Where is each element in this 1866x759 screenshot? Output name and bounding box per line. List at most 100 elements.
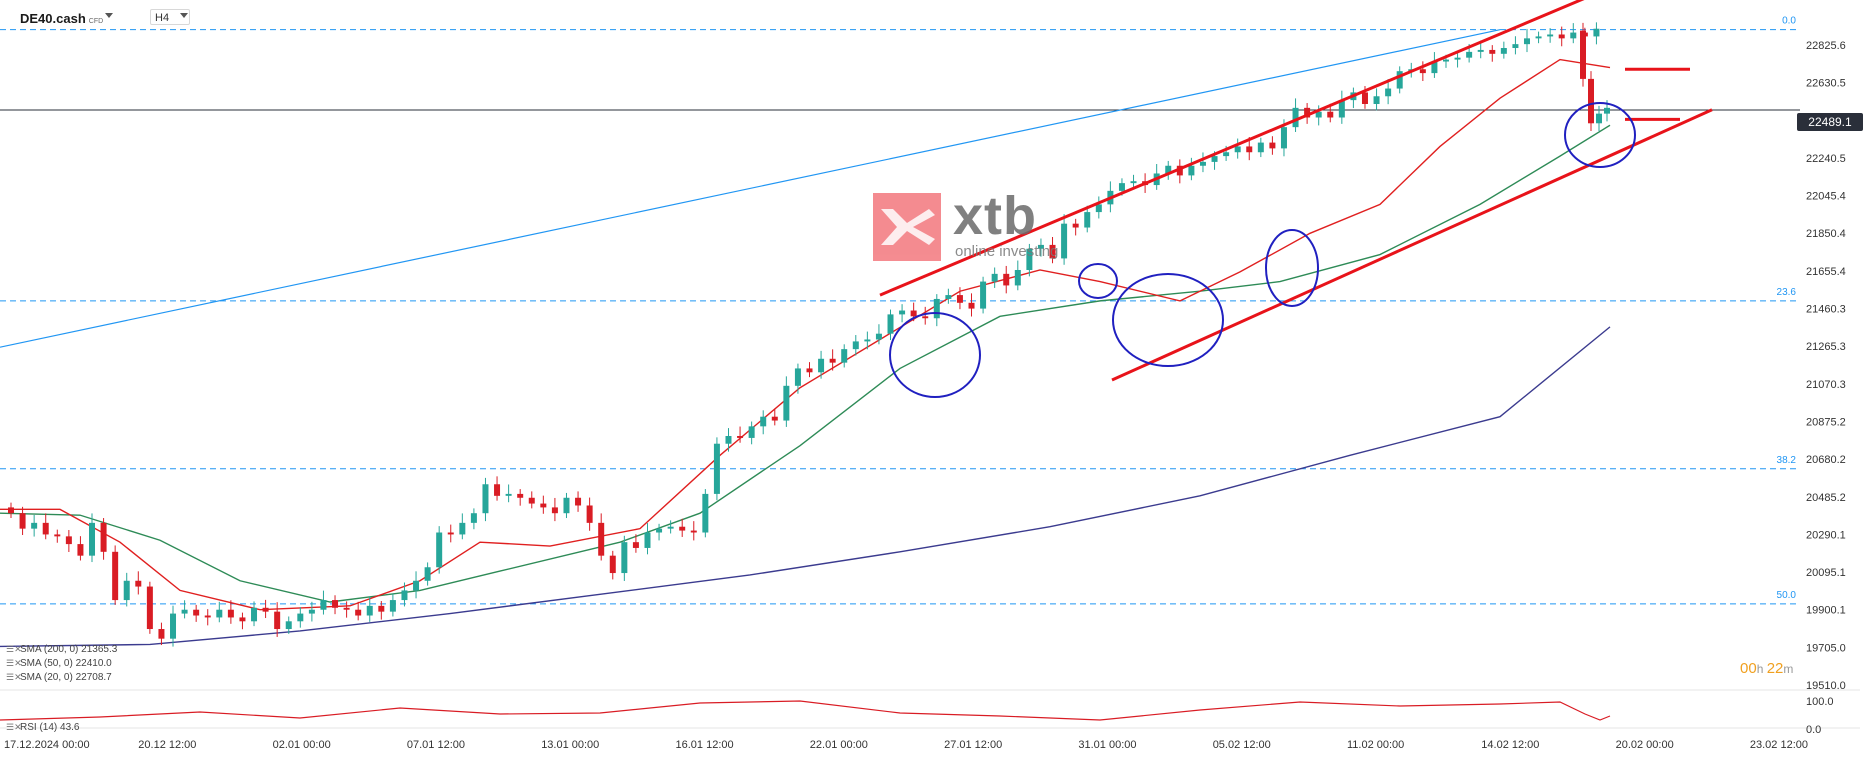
candle-body	[89, 522, 96, 556]
annotation-ellipse	[1078, 263, 1118, 299]
candle-body	[1442, 59, 1449, 62]
symbol-selector[interactable]: DE40.cash CFD	[20, 11, 103, 26]
candle-body	[922, 316, 929, 319]
y-tick-label: 20875.2	[1806, 416, 1846, 428]
candle-body	[1095, 204, 1102, 213]
candle-body	[389, 600, 396, 612]
chevron-down-icon[interactable]	[180, 13, 188, 18]
candle-body	[841, 349, 848, 363]
candle-body	[239, 617, 246, 622]
chart-toolbar: DE40.cash CFD H4	[0, 0, 400, 34]
candle-body	[1454, 57, 1461, 60]
candle-body	[1211, 156, 1218, 162]
legend-settings-icon[interactable]: ☰✕	[6, 658, 22, 668]
x-tick-label: 20.02 00:00	[1616, 739, 1674, 751]
candle-body	[829, 358, 836, 363]
candle-body	[424, 567, 431, 581]
chevron-down-icon[interactable]	[105, 13, 113, 18]
candle-body	[1431, 61, 1438, 74]
candle-body	[667, 526, 674, 529]
candle-body	[343, 607, 350, 610]
timeframe-select[interactable]: H4	[150, 9, 190, 25]
legend-settings-icon[interactable]: ☰✕	[6, 722, 22, 732]
legend-sma-20-label: SMA (20, 0) 22708.7	[20, 672, 112, 683]
candle-body	[332, 600, 339, 608]
candle-body	[875, 333, 882, 340]
symbol-label: DE40.cash	[20, 11, 86, 26]
annotation-ellipse	[889, 312, 981, 398]
rsi-tick-label: 0.0	[1806, 724, 1821, 736]
candle-body	[1570, 32, 1577, 39]
candle-body	[1580, 30, 1586, 79]
timeframe-label: H4	[155, 12, 170, 24]
candle-body	[1512, 44, 1519, 49]
candle-body	[204, 615, 211, 618]
candle-body	[1165, 165, 1172, 174]
x-tick-label: 14.02 12:00	[1481, 739, 1539, 751]
candle-body	[713, 443, 720, 494]
candle-body	[1466, 51, 1473, 58]
candle-body	[725, 435, 732, 444]
candle-body	[771, 416, 778, 421]
candle-body	[19, 513, 26, 529]
candle-body	[308, 609, 315, 614]
candle-body	[586, 505, 593, 523]
candle-body	[1535, 36, 1542, 39]
logo-tagline: online investing	[955, 243, 1059, 260]
candle-body	[158, 629, 165, 639]
candle-body	[1523, 38, 1530, 45]
candle-body	[1558, 34, 1565, 39]
y-tick-label: 22630.5	[1806, 78, 1846, 90]
candle-body	[517, 493, 524, 498]
candle-body	[1315, 111, 1322, 118]
candle-body	[1072, 223, 1079, 228]
legend-sma-50-label: SMA (50, 0) 22410.0	[20, 658, 112, 669]
legend-sma-50[interactable]: ☰✕SMA (50, 0) 22410.0	[6, 658, 112, 669]
candle-body	[1477, 49, 1484, 52]
y-tick-label: 21460.3	[1806, 304, 1846, 316]
legend-rsi[interactable]: ☰✕RSI (14) 43.6	[6, 722, 79, 733]
candle-body	[1588, 78, 1594, 124]
candle-body	[656, 528, 663, 533]
candle-body	[1118, 183, 1125, 191]
candle-body	[436, 532, 443, 568]
candle-body	[320, 600, 327, 610]
candle-body	[980, 281, 987, 309]
candle-body	[1049, 244, 1056, 259]
legend-sma-200[interactable]: ☰✕SMA (200, 0) 21365.3	[6, 644, 117, 655]
legend-settings-icon[interactable]: ☰✕	[6, 672, 22, 682]
candle-body	[783, 385, 790, 421]
candle-body	[447, 532, 454, 535]
x-tick-label: 13.01 00:00	[541, 739, 599, 751]
candle-body	[702, 493, 709, 533]
candle-body	[54, 534, 61, 537]
candle-body	[181, 609, 188, 614]
candle-body	[1547, 34, 1554, 37]
y-tick-label: 19510.0	[1806, 680, 1846, 692]
candle-body	[1257, 142, 1264, 153]
candle-body	[146, 586, 153, 630]
x-tick-label: 11.02 00:00	[1347, 739, 1404, 751]
candle-body	[1292, 107, 1299, 128]
y-tick-label: 20095.1	[1806, 567, 1846, 579]
candle-body	[575, 497, 582, 506]
candle-body	[852, 341, 859, 350]
x-tick-label: 23.02 12:00	[1750, 739, 1808, 751]
y-tick-label: 19900.1	[1806, 605, 1846, 617]
candle-body	[864, 339, 871, 342]
candle-body	[968, 302, 975, 309]
legend-sma-20[interactable]: ☰✕SMA (20, 0) 22708.7	[6, 672, 112, 683]
candle-body	[251, 607, 258, 622]
candle-body	[1500, 48, 1507, 54]
candle-body	[1396, 71, 1403, 89]
candle-body	[401, 590, 408, 601]
symbol-type-label: CFD	[88, 18, 104, 25]
candle-body	[1604, 107, 1610, 114]
channel-lower-line	[1111, 108, 1713, 382]
candle-body	[1593, 28, 1600, 37]
candle-body	[1304, 107, 1311, 118]
candle-body	[1176, 165, 1183, 176]
candle-body	[910, 310, 917, 317]
legend-settings-icon[interactable]: ☰✕	[6, 644, 22, 654]
